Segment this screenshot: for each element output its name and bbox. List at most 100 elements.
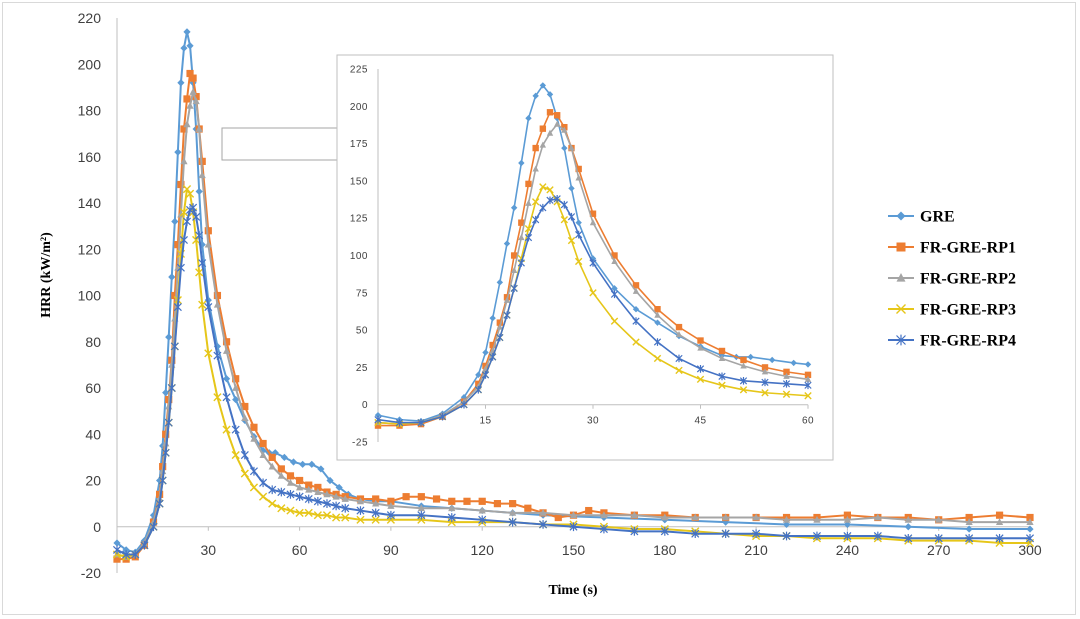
main-point-fr-gre-rp1 — [305, 481, 313, 489]
inset-point-fr-gre-rp2 — [611, 257, 618, 265]
main-line-fr-gre-rp2 — [116, 91, 1030, 558]
main-point-fr-gre-rp4 — [222, 392, 231, 402]
main-x-tick-label: 120 — [471, 542, 495, 558]
inset-series — [374, 82, 812, 429]
main-point-gre — [195, 187, 203, 196]
inset-point-fr-gre-rp1 — [374, 422, 382, 429]
inset-point-gre — [539, 82, 547, 89]
inset-point-fr-gre-rp2 — [518, 234, 525, 241]
main-point-fr-gre-rp1 — [113, 555, 121, 563]
main-point-fr-gre-rp1 — [174, 241, 182, 249]
inset-point-fr-gre-rp4 — [517, 259, 525, 267]
main-point-fr-gre-rp1 — [177, 180, 185, 189]
main-point-fr-gre-rp3 — [304, 508, 313, 517]
main-point-gre — [289, 458, 298, 466]
inset-point-fr-gre-rp4 — [610, 290, 619, 299]
main-point-fr-gre-rp2 — [782, 515, 791, 523]
main-point-fr-gre-rp3 — [277, 504, 286, 513]
main-point-fr-gre-rp1 — [372, 495, 380, 503]
legend-item-fr-gre-rp4: FR-GRE-RP4 — [888, 333, 1016, 350]
inset-point-fr-gre-rp3 — [696, 375, 705, 384]
main-point-fr-gre-rp2 — [268, 462, 276, 470]
main-point-fr-gre-rp1 — [296, 476, 304, 485]
main-point-fr-gre-rp2 — [600, 511, 608, 519]
inset-point-fr-gre-rp4 — [474, 385, 482, 394]
main-point-fr-gre-rp4 — [122, 550, 131, 559]
inset-point-fr-gre-rp1 — [632, 282, 640, 289]
main-point-fr-gre-rp4 — [782, 531, 791, 541]
main-point-fr-gre-rp1 — [213, 291, 222, 300]
inset-point-gre — [632, 306, 640, 313]
inset-point-fr-gre-rp2 — [675, 331, 683, 338]
inset-point-gre — [546, 91, 554, 98]
inset-frame — [336, 54, 834, 461]
legend-marker-fr-gre-rp4 — [896, 334, 906, 346]
main-point-fr-gre-rp4 — [286, 490, 295, 499]
main-point-fr-gre-rp3 — [222, 425, 231, 434]
main-point-gre — [317, 465, 325, 473]
main-point-fr-gre-rp4 — [843, 531, 852, 541]
main-point-fr-gre-rp2 — [305, 485, 313, 493]
inset-line-gre — [377, 84, 809, 422]
main-point-fr-gre-rp3 — [204, 349, 213, 358]
main-point-fr-gre-rp1 — [171, 291, 179, 300]
main-x-tick-label: 300 — [1018, 542, 1042, 558]
main-point-fr-gre-rp1 — [554, 513, 562, 522]
main-point-fr-gre-rp2 — [222, 347, 231, 354]
main-point-fr-gre-rp1 — [180, 125, 188, 133]
inset-point-fr-gre-rp4 — [417, 418, 425, 427]
main-point-fr-gre-rp4 — [371, 508, 380, 518]
inset-point-fr-gre-rp4 — [696, 365, 705, 373]
inset-point-gre — [525, 115, 532, 122]
inset-series-fr-gre-rp4 — [374, 194, 812, 427]
main-point-fr-gre-rp2 — [204, 240, 212, 248]
main-point-fr-gre-rp2 — [192, 97, 200, 105]
inset-point-fr-gre-rp4 — [575, 230, 583, 239]
inset-point-fr-gre-rp3 — [675, 366, 683, 375]
inset-point-fr-gre-rp4 — [739, 376, 748, 385]
y-axis-title: HRR (kW/m²) — [39, 232, 54, 318]
main-point-gre — [183, 28, 191, 36]
main-point-gre — [180, 44, 188, 52]
main-y-tick-label: 160 — [78, 149, 102, 165]
legend-label: GRE — [920, 209, 955, 226]
main-point-fr-gre-rp1 — [232, 375, 240, 383]
main-point-fr-gre-rp1 — [478, 497, 486, 505]
main-point-fr-gre-rp1 — [965, 513, 973, 522]
main-y-tick-label: -20 — [81, 565, 101, 581]
main-point-fr-gre-rp2 — [189, 88, 197, 95]
main-point-fr-gre-rp4 — [176, 263, 185, 273]
main-point-fr-gre-rp4 — [213, 351, 222, 360]
main-point-fr-gre-rp3 — [240, 469, 249, 478]
main-point-fr-gre-rp2 — [813, 515, 821, 523]
inset-point-fr-gre-rp2 — [539, 141, 547, 148]
main-point-fr-gre-rp4 — [934, 533, 943, 543]
main-point-fr-gre-rp3 — [268, 499, 277, 508]
main-point-fr-gre-rp4 — [195, 231, 204, 240]
main-series — [112, 28, 1035, 563]
legend-item-gre: GRE — [888, 209, 955, 226]
inset-point-fr-gre-rp1 — [518, 219, 525, 226]
inset-point-fr-gre-rp4 — [653, 338, 662, 346]
inset-point-fr-gre-rp2 — [553, 120, 561, 127]
inset-y-tick-label: 225 — [350, 65, 368, 76]
inset-point-fr-gre-rp4 — [632, 317, 640, 325]
main-point-fr-gre-rp1 — [259, 439, 267, 448]
main-point-fr-gre-rp1 — [524, 504, 532, 512]
inset-point-fr-gre-rp1 — [539, 125, 547, 132]
main-point-fr-gre-rp2 — [387, 501, 395, 509]
main-point-fr-gre-rp4 — [304, 494, 313, 504]
main-point-fr-gre-rp4 — [131, 550, 140, 559]
inset-point-fr-gre-rp4 — [553, 194, 561, 203]
main-y-tick-label: 20 — [85, 473, 101, 489]
legend-label: FR-GRE-RP2 — [920, 271, 1016, 288]
inset-point-fr-gre-rp1 — [611, 252, 618, 259]
main-point-fr-gre-rp1 — [204, 227, 212, 235]
inset-y-tick-label: -25 — [352, 438, 368, 449]
main-point-gre — [174, 148, 182, 156]
main-point-fr-gre-rp4 — [198, 258, 207, 268]
main-x-tick-label: 150 — [562, 542, 586, 558]
main-point-fr-gre-rp2 — [874, 513, 882, 521]
inset-y-tick-label: 100 — [350, 251, 368, 262]
